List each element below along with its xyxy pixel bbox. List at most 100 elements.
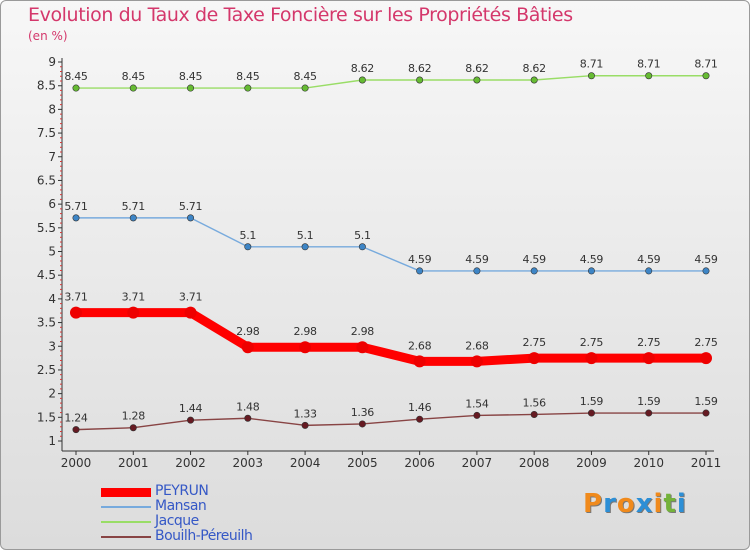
data-label-mansan: 4.59	[465, 253, 489, 266]
legend-label-mansan: Mansan	[155, 498, 207, 514]
data-point-peyrun	[70, 306, 82, 319]
data-label-bouilh-pereuilh: 1.46	[408, 401, 432, 414]
data-label-mansan: 5.1	[354, 229, 371, 242]
data-label-jacque: 8.62	[408, 62, 431, 75]
data-label-peyrun: 2.75	[637, 336, 661, 349]
series-line-bouilh-pereuilh	[75, 412, 707, 431]
data-label-bouilh-pereuilh: 1.56	[523, 396, 547, 409]
x-tick-label: 2009	[576, 456, 607, 470]
data-point-mansan	[587, 267, 595, 275]
data-label-mansan: 4.59	[694, 253, 718, 266]
data-point-peyrun	[127, 306, 140, 319]
data-point-peyrun	[470, 355, 483, 368]
y-tick-label: 5.5	[37, 221, 56, 235]
series-line-jacque	[75, 75, 707, 89]
x-tick-label: 2005	[347, 456, 378, 470]
data-label-bouilh-pereuilh: 1.54	[465, 397, 489, 410]
proxiti-logo: Proxiti	[583, 489, 687, 519]
legend-swatch-jacque	[101, 521, 151, 523]
data-point-jacque	[72, 84, 80, 92]
data-point-mansan	[358, 243, 366, 251]
data-label-mansan: 4.59	[637, 253, 661, 266]
data-point-bouilh-pereuilh	[416, 415, 424, 423]
data-point-peyrun	[356, 341, 369, 354]
data-point-jacque	[473, 76, 481, 84]
data-point-peyrun	[413, 355, 426, 368]
logo-letter: r	[603, 489, 617, 519]
data-label-mansan: 5.1	[297, 229, 314, 242]
data-label-jacque: 8.45	[293, 70, 317, 83]
y-tick-label: 4	[48, 292, 56, 306]
data-label-bouilh-pereuilh: 1.59	[580, 395, 604, 408]
y-tick-label: 2.5	[37, 363, 56, 377]
logo-letter: x	[635, 489, 654, 519]
y-tick-label: 3	[48, 339, 56, 353]
data-label-peyrun: 3.71	[179, 291, 202, 304]
x-tick-label: 2002	[175, 456, 206, 470]
data-label-peyrun: 2.68	[408, 339, 432, 352]
data-point-mansan	[645, 267, 653, 275]
series-line-peyrun	[71, 308, 711, 366]
data-label-jacque: 8.71	[580, 58, 603, 71]
data-label-peyrun: 2.98	[351, 325, 375, 338]
data-label-bouilh-pereuilh: 1.48	[236, 400, 260, 413]
data-point-bouilh-pereuilh	[473, 411, 481, 419]
data-label-bouilh-pereuilh: 1.59	[694, 395, 718, 408]
y-tick-label: 8.5	[37, 79, 56, 93]
chart-title: Evolution du Taux de Taxe Foncière sur l…	[28, 4, 573, 26]
y-tick-label: 1.5	[37, 410, 56, 424]
data-point-bouilh-pereuilh	[358, 420, 366, 428]
data-point-jacque	[187, 84, 195, 92]
data-point-jacque	[301, 84, 309, 92]
data-point-peyrun	[642, 352, 655, 365]
data-label-jacque: 8.45	[122, 70, 146, 83]
data-label-mansan: 5.71	[179, 200, 202, 213]
data-point-jacque	[358, 76, 366, 84]
y-tick-label: 7.5	[37, 126, 56, 140]
x-tick-label: 2011	[691, 456, 722, 470]
data-label-bouilh-pereuilh: 1.33	[293, 407, 317, 420]
data-label-jacque: 8.71	[694, 58, 717, 71]
data-point-mansan	[72, 214, 80, 222]
data-point-peyrun	[700, 352, 712, 365]
y-tick-label: 2	[48, 387, 56, 401]
x-tick-label: 2008	[519, 456, 550, 470]
data-label-peyrun: 2.98	[236, 325, 260, 338]
x-tick-label: 2003	[233, 456, 264, 470]
y-tick-label: 6.5	[37, 173, 56, 187]
data-label-bouilh-pereuilh: 1.59	[637, 395, 661, 408]
data-point-bouilh-pereuilh	[645, 409, 653, 417]
data-point-mansan	[702, 267, 710, 275]
data-point-bouilh-pereuilh	[72, 426, 80, 434]
y-tick-label: 9	[48, 55, 56, 69]
legend-label-peyrun: PEYRUN	[155, 483, 209, 499]
data-point-bouilh-pereuilh	[702, 409, 710, 417]
data-label-jacque: 8.62	[351, 62, 374, 75]
x-tick-label: 2001	[118, 456, 149, 470]
data-label-peyrun: 2.75	[580, 336, 604, 349]
y-tick-label: 1	[48, 434, 56, 448]
data-label-mansan: 4.59	[523, 253, 547, 266]
data-point-jacque	[244, 84, 252, 92]
data-label-jacque: 8.71	[637, 58, 660, 71]
data-point-peyrun	[585, 352, 598, 365]
data-label-jacque: 8.45	[236, 70, 260, 83]
x-tick-label: 2006	[404, 456, 435, 470]
data-point-mansan	[244, 243, 252, 251]
y-tick-label: 3.5	[37, 316, 56, 330]
data-label-mansan: 5.1	[240, 229, 257, 242]
series-line-mansan	[75, 217, 707, 272]
data-point-bouilh-pereuilh	[244, 414, 252, 422]
data-label-peyrun: 3.71	[122, 291, 145, 304]
data-point-bouilh-pereuilh	[129, 424, 137, 432]
data-point-bouilh-pereuilh	[530, 410, 538, 418]
logo-letter: P	[583, 489, 604, 519]
data-label-mansan: 5.71	[64, 200, 87, 213]
data-point-bouilh-pereuilh	[587, 409, 595, 417]
y-tick-label: 4.5	[37, 268, 56, 282]
data-label-bouilh-pereuilh: 1.36	[351, 406, 375, 419]
data-label-peyrun: 2.75	[694, 336, 718, 349]
legend-label-bouilh-pereuilh: Bouilh-Péreuilh	[155, 528, 253, 544]
